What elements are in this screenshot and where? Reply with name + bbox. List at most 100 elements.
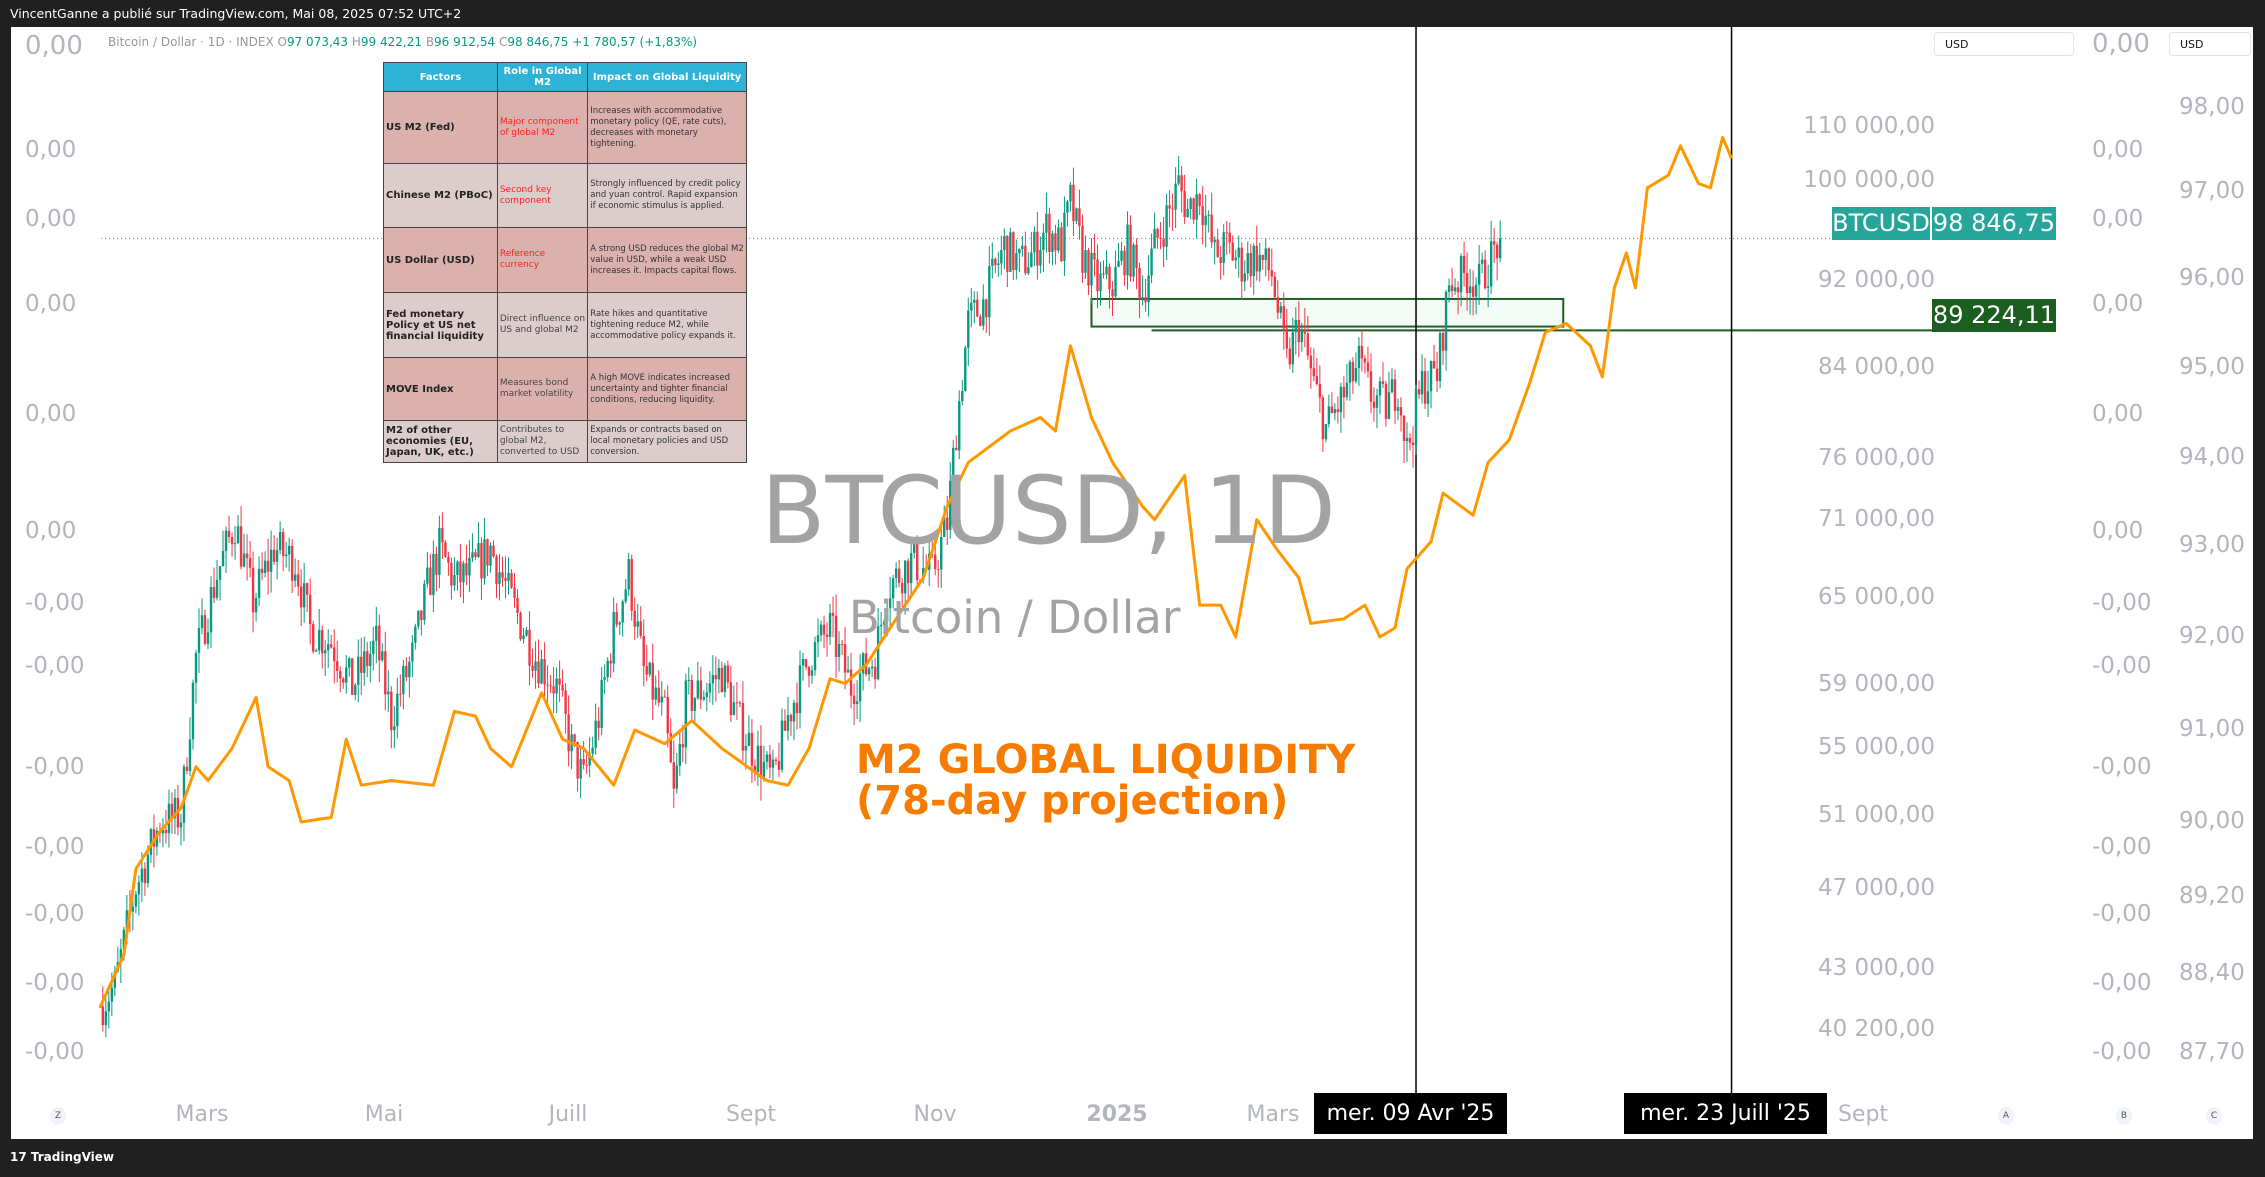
candle-body [1084, 250, 1087, 273]
candle-body [504, 577, 507, 581]
candle-body [579, 759, 582, 779]
candle-body [1492, 241, 1496, 245]
col-header-role: Role in Global M2 [496, 62, 589, 92]
candle-body [994, 258, 997, 266]
candle-body [1015, 253, 1018, 271]
candle-body [1222, 232, 1225, 263]
tradingview-logo[interactable]: 𝟭𝟳 TradingView [10, 1150, 114, 1164]
currency-selector-m2[interactable]: USD [2169, 32, 2251, 56]
price-axis-label: 65 000,00 [1817, 584, 1935, 610]
candle-body [1258, 254, 1261, 272]
candle-body [233, 543, 237, 545]
candle-body [140, 868, 144, 883]
candle-body [801, 659, 805, 666]
candle-body [1228, 232, 1231, 243]
candle-body [1255, 245, 1258, 272]
candle-body [387, 691, 390, 695]
candle-body [717, 668, 721, 680]
candle-body [714, 675, 718, 680]
candle-body [949, 480, 952, 530]
candle-body [819, 624, 823, 636]
candle-body [1009, 232, 1012, 272]
currency-selector-btc[interactable]: USD [1934, 32, 2074, 56]
candle-body [1135, 244, 1138, 268]
candle-body [290, 545, 294, 581]
candle-body [792, 702, 796, 722]
candle-body [732, 702, 736, 716]
left-axis-header: 0,00 [25, 31, 83, 61]
candle-body [333, 647, 336, 662]
time-axis-button-z[interactable]: Z [50, 1107, 66, 1125]
candle-body [477, 543, 480, 557]
candle-body [1021, 245, 1024, 250]
candle-body [1006, 236, 1009, 272]
candle-body [663, 696, 666, 698]
candle-body [807, 667, 811, 676]
candle-body [417, 610, 420, 627]
candle-body [1075, 208, 1078, 222]
candle-body [266, 560, 270, 572]
m2-axis-label: 88,40 [2179, 960, 2245, 986]
candle-body [1354, 368, 1358, 382]
candle-body [305, 583, 309, 595]
candle-body [528, 629, 531, 666]
candle-body [1180, 175, 1183, 192]
candle-body [1156, 228, 1159, 238]
candle-body [462, 563, 465, 583]
role-cell: Contributes to global M2, converted to U… [496, 420, 589, 463]
left-axis-label: -0,00 [25, 590, 85, 616]
candle-body [513, 587, 516, 598]
candle-body [1447, 285, 1451, 292]
left-axis-label: -0,00 [25, 970, 85, 996]
candle-body [1159, 237, 1162, 239]
axis-button-c[interactable]: C [2206, 1107, 2222, 1125]
candle-body [1042, 232, 1045, 250]
candle-body [594, 720, 597, 748]
candle-body [1219, 256, 1222, 263]
price-axis-label: 51 000,00 [1817, 802, 1935, 828]
chart-pane[interactable]: 0,00 Bitcoin / Dollar · 1D · INDEX O97 0… [11, 27, 2253, 1139]
m2-axis-label: 90,00 [2179, 808, 2245, 834]
m2-axis-label: 92,00 [2179, 623, 2245, 649]
left-axis-label: 0,00 [25, 206, 77, 232]
candle-body [744, 745, 748, 751]
legend-open: 97 073,43 [286, 35, 349, 49]
candle-body [690, 679, 694, 711]
candle-body [837, 643, 841, 657]
m2-axis-label: 87,70 [2179, 1039, 2245, 1065]
candle-body [597, 720, 600, 729]
candle-body [1357, 345, 1361, 369]
time-axis-label: Mars [175, 1102, 229, 1127]
candle-body [173, 797, 177, 818]
m2-axis-label: 93,00 [2179, 532, 2245, 558]
candle-body [759, 745, 763, 778]
candle-body [618, 622, 621, 625]
candle-body [1297, 319, 1301, 343]
candle-body [206, 632, 210, 644]
candle-body [1114, 267, 1117, 297]
candle-body [1087, 250, 1090, 286]
candle-body [182, 766, 186, 823]
candle-body [1396, 407, 1400, 411]
candle-body [937, 569, 940, 571]
candle-body [375, 625, 378, 641]
candle-body [1216, 239, 1219, 257]
candle-body [1309, 355, 1313, 369]
axis-button-b[interactable]: B [2116, 1107, 2132, 1125]
m2-annotation-line1: M2 GLOBAL LIQUIDITY [856, 737, 1356, 783]
candle-body [651, 662, 654, 700]
candle-body [384, 651, 387, 695]
candle-body [786, 715, 790, 731]
candle-body [1288, 348, 1292, 365]
candle-body [666, 696, 669, 734]
candle-body [1387, 392, 1391, 419]
candle-body [1207, 214, 1210, 216]
candle-body [867, 668, 871, 675]
candle-body [435, 553, 438, 575]
candle-body [510, 572, 513, 588]
candle-body [900, 582, 904, 594]
candle-body [444, 542, 447, 557]
axis-button-a[interactable]: A [1998, 1107, 2014, 1125]
candle-body [1330, 406, 1334, 414]
left-axis-label: 0,00 [25, 137, 77, 163]
